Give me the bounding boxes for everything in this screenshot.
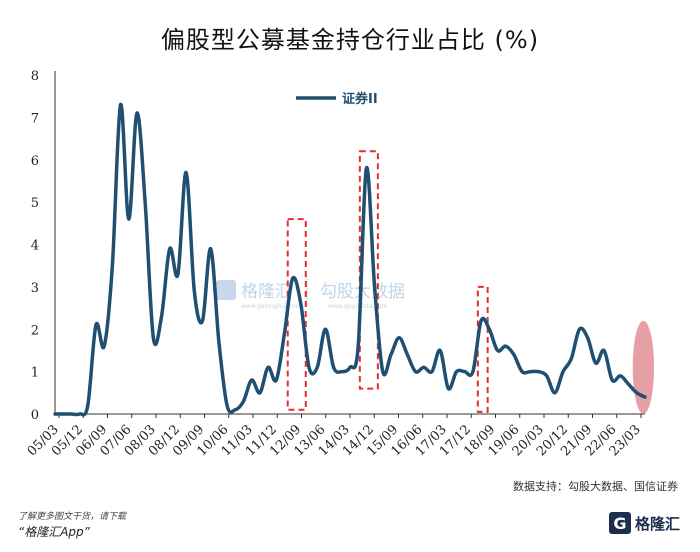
footer-logo: G 格隆汇 <box>608 512 680 534</box>
watermark-url: www.gelonghui.com <box>241 303 302 310</box>
end-highlight-ellipse <box>632 320 655 415</box>
y-tick-label: 8 <box>31 69 39 84</box>
watermark-partner: 勾股大数据 <box>320 282 405 302</box>
footer-note: 了解更多图文干货，请下载 <box>18 512 127 522</box>
y-tick-label: 0 <box>31 408 39 423</box>
y-tick-label: 4 <box>31 239 39 254</box>
chart-title: 偏股型公募基金持仓行业占比 (%) <box>160 26 540 54</box>
watermark-name: 格隆汇 <box>241 282 292 302</box>
footer-app-name: “格隆汇App” <box>18 525 90 539</box>
highlight-box <box>476 285 489 413</box>
footer-logo-text: 格隆汇 <box>634 514 680 533</box>
y-tick-label: 5 <box>31 196 39 211</box>
legend: 证券II <box>296 91 378 107</box>
watermark-logo-icon <box>216 280 236 300</box>
y-tick-label: 2 <box>31 323 39 338</box>
y-tick-label: 1 <box>31 366 39 381</box>
y-tick-label: 3 <box>31 281 39 296</box>
source-note: 数据支持：勾股大数据、国信证券 <box>513 480 678 493</box>
series-layer <box>53 102 647 417</box>
y-tick-label: 7 <box>31 111 39 126</box>
series-line-zhengquan <box>53 102 647 417</box>
logo-mark-icon: G <box>608 512 631 534</box>
watermark-partner-url: www.gogudata.com <box>328 303 388 310</box>
legend-label: 证券II <box>342 91 378 107</box>
y-tick-label: 6 <box>31 154 39 169</box>
